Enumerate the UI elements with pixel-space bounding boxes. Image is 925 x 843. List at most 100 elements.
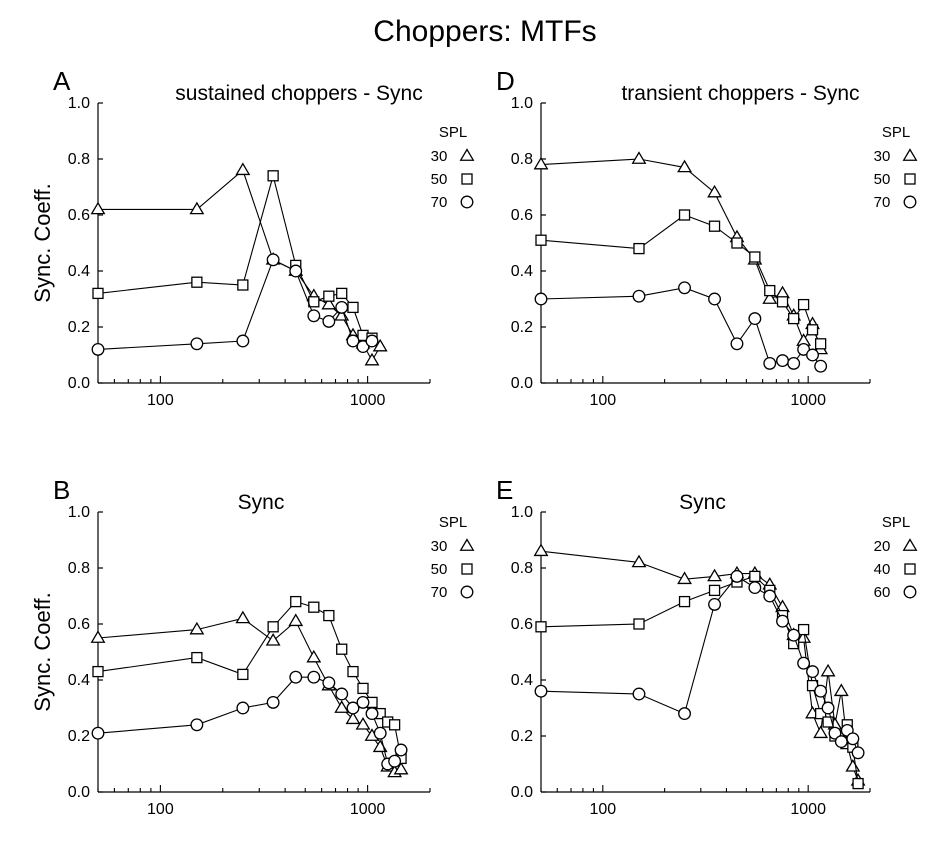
legend-title: SPL xyxy=(439,124,467,141)
data-point-circle xyxy=(632,687,646,701)
x-tick-label: 1000 xyxy=(350,392,386,409)
legend-title: SPL xyxy=(439,514,467,531)
legend-marker-triangle xyxy=(459,148,475,161)
data-point-triangle xyxy=(288,613,304,627)
data-point-circle xyxy=(356,695,370,709)
data-point-circle xyxy=(806,665,819,679)
data-point-triangle xyxy=(631,151,647,164)
legend: SPL 20 40 60 xyxy=(874,514,918,601)
series-30 xyxy=(90,162,388,366)
data-point-circle xyxy=(748,581,762,595)
y-tick-label: 0.2 xyxy=(68,319,90,336)
series-line-50 xyxy=(97,600,402,759)
data-point-square xyxy=(806,324,819,336)
data-point-circle xyxy=(236,334,250,348)
data-point-circle xyxy=(322,676,336,690)
data-point-circle xyxy=(632,289,646,303)
data-point-circle xyxy=(846,732,860,746)
series-70 xyxy=(91,670,408,771)
data-point-circle xyxy=(307,309,321,323)
data-point-square xyxy=(347,301,359,314)
data-point-circle xyxy=(91,726,105,740)
legend-marker-triangle xyxy=(459,538,475,551)
data-point-square xyxy=(788,312,800,325)
data-point-circle xyxy=(346,701,360,715)
y-tick-label: 1.0 xyxy=(511,504,533,521)
panel-title: Sync xyxy=(238,491,285,514)
data-point-triangle xyxy=(833,683,849,697)
legend-label: 20 xyxy=(874,538,891,555)
data-point-square xyxy=(267,621,279,633)
data-point-triangle xyxy=(235,162,251,176)
panel-e: 0.0 0.2 0.4 0.6 0.8 1.0 100 1000 E Sync SPL 20 40 60 xyxy=(496,475,918,818)
data-point-circle xyxy=(356,340,370,354)
data-point-triangle xyxy=(677,159,692,173)
legend: SPL 30 50 70 xyxy=(874,124,918,211)
data-point-square xyxy=(822,716,834,728)
series-line-30 xyxy=(540,158,822,350)
legend-marker-square xyxy=(904,563,916,575)
data-point-square xyxy=(797,623,810,636)
data-point-circle xyxy=(307,670,321,684)
data-point-triangle xyxy=(707,184,722,198)
data-point-square xyxy=(237,279,249,291)
data-point-circle xyxy=(534,684,548,698)
data-point-triangle xyxy=(235,610,251,624)
legend-label: 60 xyxy=(874,584,891,601)
data-point-triangle xyxy=(762,291,778,304)
series-50 xyxy=(92,170,378,344)
data-point-square xyxy=(290,595,302,608)
data-point-triangle xyxy=(189,621,205,635)
data-point-circle xyxy=(748,312,762,326)
y-tick-label: 0.0 xyxy=(511,375,533,392)
series-line-30 xyxy=(97,617,402,774)
data-point-circle xyxy=(730,569,744,583)
data-point-square xyxy=(323,609,335,622)
data-point-triangle xyxy=(820,663,836,677)
data-point-circle xyxy=(322,314,336,328)
data-point-triangle xyxy=(796,630,812,643)
data-point-circle xyxy=(776,614,789,628)
data-point-square xyxy=(797,298,810,311)
data-point-triangle xyxy=(533,156,549,170)
y-tick-label: 0.0 xyxy=(511,784,533,801)
legend-label: 70 xyxy=(431,584,448,601)
data-point-circle xyxy=(335,687,349,701)
data-point-square xyxy=(708,220,721,232)
series-60 xyxy=(534,569,865,760)
figure-title: Choppers: MTFs xyxy=(373,15,596,48)
data-point-circle xyxy=(814,359,828,373)
y-tick-label: 0.4 xyxy=(511,263,533,280)
data-point-circle xyxy=(828,726,842,740)
data-point-triangle xyxy=(265,633,281,646)
legend-marker-circle xyxy=(460,585,474,599)
x-tick-label: 1000 xyxy=(790,392,826,409)
data-point-triangle xyxy=(364,352,380,366)
data-point-triangle xyxy=(90,201,106,215)
x-tick-label: 100 xyxy=(147,392,174,409)
series-40 xyxy=(535,570,864,790)
x-tick-label: 100 xyxy=(589,392,616,409)
data-point-circle xyxy=(776,354,789,368)
data-point-triangle xyxy=(189,201,205,215)
data-point-circle xyxy=(851,746,865,760)
data-point-square xyxy=(633,618,645,630)
series-50 xyxy=(535,209,827,350)
panel-b: 0.0 0.2 0.4 0.6 0.8 1.0 100 1000 B Sync Sync. Coef… xyxy=(30,475,475,818)
data-point-square xyxy=(731,237,743,249)
y-tick-label: 0.8 xyxy=(68,560,90,577)
data-point-circle xyxy=(289,264,303,278)
data-point-square xyxy=(749,251,761,263)
data-point-triangle xyxy=(334,700,350,713)
y-tick-label: 0.0 xyxy=(68,784,90,801)
data-point-triangle xyxy=(345,711,361,725)
data-point-square xyxy=(336,643,348,655)
legend-label: 70 xyxy=(431,194,448,211)
series-line-50 xyxy=(540,214,822,345)
data-point-square xyxy=(92,665,104,678)
data-point-square xyxy=(237,668,249,681)
series-70 xyxy=(91,253,379,356)
data-point-triangle xyxy=(775,285,790,299)
y-axis-label: Sync. Coeff. xyxy=(30,183,55,302)
data-point-circle xyxy=(335,300,349,314)
